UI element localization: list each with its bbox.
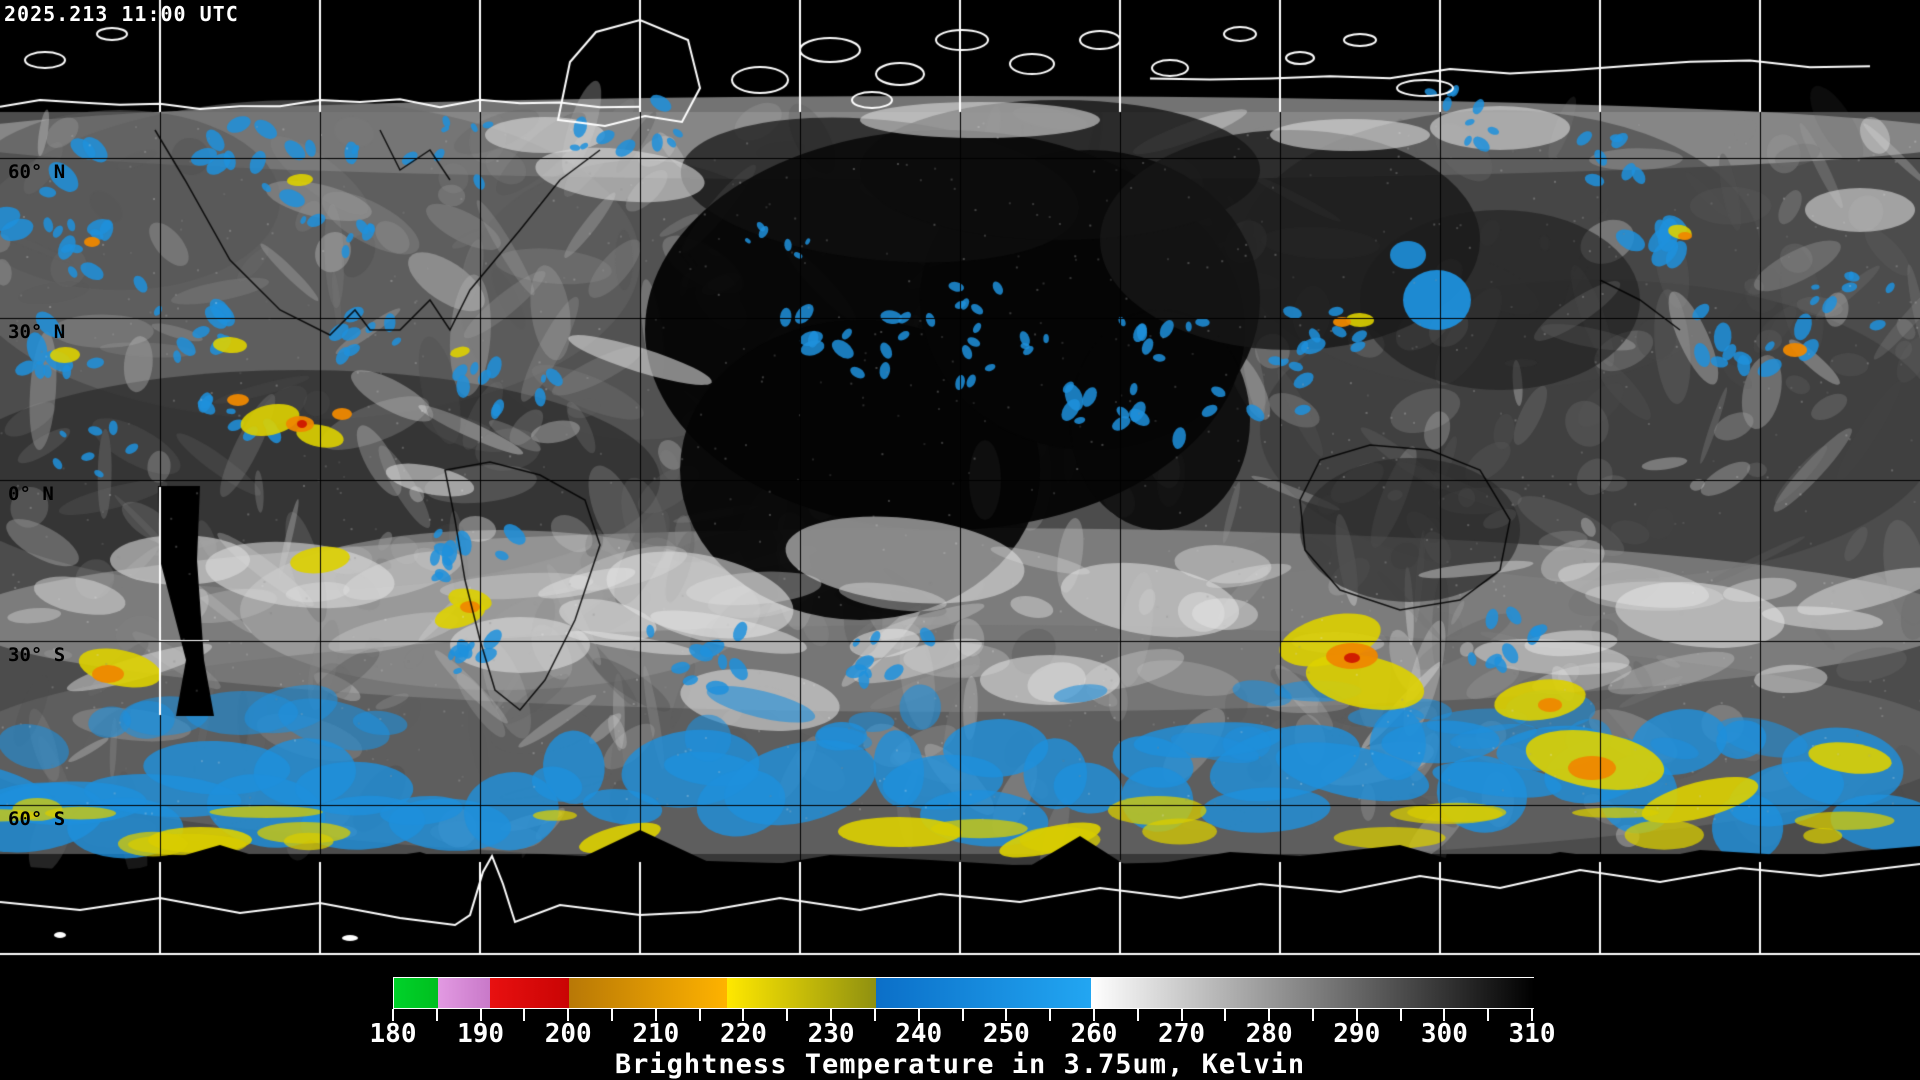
colorbar-tick	[1136, 1009, 1139, 1021]
colorbar-segment	[394, 978, 439, 1008]
colorbar-gradient-bar	[393, 977, 1534, 1009]
colorbar-tick	[392, 1009, 394, 1021]
latitude-label: 0° N	[8, 483, 54, 505]
colorbar-tick	[1355, 1009, 1358, 1021]
colorbar-tick	[742, 1009, 745, 1021]
colorbar-tick-label: 220	[719, 1019, 767, 1049]
colorbar-tick-label: 310	[1508, 1019, 1556, 1049]
colorbar-segment	[875, 978, 1092, 1008]
colorbar-segment	[569, 978, 728, 1008]
colorbar-tick-label: 270	[1158, 1019, 1206, 1049]
colorbar-tick-label: 260	[1070, 1019, 1118, 1049]
colorbar-tick	[873, 1009, 876, 1021]
colorbar-tick	[567, 1009, 570, 1021]
colorbar-tick	[523, 1009, 526, 1021]
colorbar-tick	[1399, 1009, 1402, 1021]
colorbar-tick	[917, 1009, 920, 1021]
colorbar-tick	[1531, 1009, 1533, 1021]
colorbar-tick	[611, 1009, 614, 1021]
colorbar-tick-label: 230	[807, 1019, 855, 1049]
colorbar-segment	[437, 978, 491, 1008]
colorbar-tick	[1487, 1009, 1490, 1021]
colorbar-tick	[1224, 1009, 1227, 1021]
colorbar-tick-label: 180	[369, 1019, 417, 1049]
colorbar-segment	[1090, 978, 1534, 1008]
latitude-label: 60° N	[8, 161, 66, 183]
colorbar-tick	[1049, 1009, 1052, 1021]
colorbar-segment	[726, 978, 877, 1008]
colorbar-tick	[1005, 1009, 1008, 1021]
colorbar-tick	[1311, 1009, 1314, 1021]
colorbar-tick	[1092, 1009, 1095, 1021]
colorbar-tick	[1443, 1009, 1446, 1021]
colorbar-tick	[435, 1009, 438, 1021]
colorbar-tick-label: 190	[457, 1019, 505, 1049]
latitude-label: 30° S	[8, 644, 66, 666]
colorbar-tick-label: 300	[1420, 1019, 1468, 1049]
colorbar-tick-label: 210	[632, 1019, 680, 1049]
satellite-map-canvas	[0, 0, 1920, 956]
colorbar-tick	[1180, 1009, 1183, 1021]
colorbar-tick	[961, 1009, 964, 1021]
colorbar-tick-label: 200	[544, 1019, 592, 1049]
colorbar-tick-label: 290	[1333, 1019, 1381, 1049]
colorbar-tick-label: 280	[1245, 1019, 1293, 1049]
colorbar-tick	[1268, 1009, 1271, 1021]
colorbar-tick	[698, 1009, 701, 1021]
colorbar-tick	[654, 1009, 657, 1021]
timestamp-label: 2025.213 11:00 UTC	[4, 2, 239, 26]
colorbar-title: Brightness Temperature in 3.75um, Kelvin	[614, 1049, 1306, 1080]
colorbar-tick-label: 240	[895, 1019, 943, 1049]
latitude-label: 30° N	[8, 321, 66, 343]
latitude-label: 60° S	[8, 808, 66, 830]
colorbar-tick	[830, 1009, 833, 1021]
colorbar-segment	[490, 978, 570, 1008]
colorbar-tick-label: 250	[982, 1019, 1030, 1049]
colorbar-tick	[786, 1009, 789, 1021]
colorbar-tick	[479, 1009, 482, 1021]
